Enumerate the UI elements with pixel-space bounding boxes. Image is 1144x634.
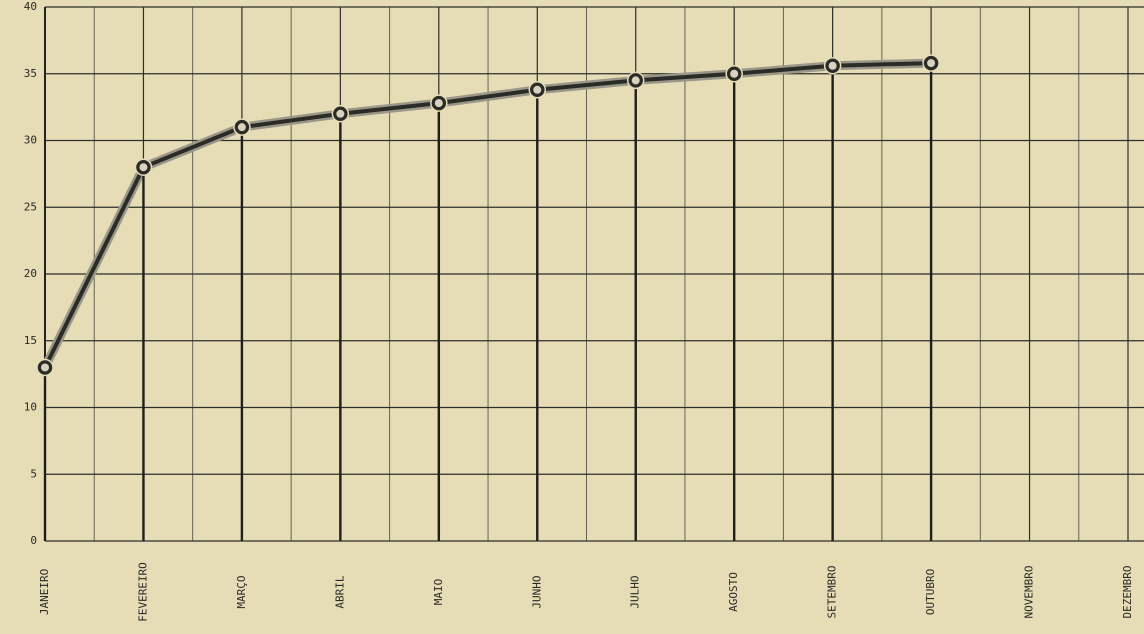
x-tick-label: SETEMBRO bbox=[826, 566, 839, 619]
y-tick-label: 30 bbox=[24, 134, 37, 147]
y-tick-label: 25 bbox=[24, 200, 37, 213]
x-tick-label: JANEIRO bbox=[38, 569, 51, 615]
x-tick-label: JULHO bbox=[629, 575, 642, 608]
line bbox=[43, 61, 932, 369]
point-inner bbox=[927, 59, 936, 68]
marks bbox=[36, 54, 940, 541]
grid: 0 5 10 15 20 25 30 35 40 JANEIRO FEVEREIRO MARÇO ABR… bbox=[24, 0, 1144, 622]
point-inner bbox=[139, 163, 148, 172]
point-inner bbox=[730, 69, 739, 78]
x-tick-label: ABRIL bbox=[333, 575, 346, 608]
point-inner bbox=[336, 109, 345, 118]
y-tick-label: 40 bbox=[24, 0, 37, 13]
x-tick-label: AGOSTO bbox=[727, 572, 740, 612]
point-inner bbox=[631, 76, 640, 85]
y-tick-label: 15 bbox=[24, 334, 37, 347]
y-tick-label: 0 bbox=[30, 534, 37, 547]
x-tick-label: JUNHO bbox=[530, 575, 543, 608]
x-tick-label: OUTUBRO bbox=[924, 569, 937, 615]
point-inner bbox=[237, 123, 246, 132]
y-tick-label: 35 bbox=[24, 67, 37, 80]
point-inner bbox=[533, 85, 542, 94]
y-tick-label: 10 bbox=[24, 401, 37, 414]
x-tick-label: MAIO bbox=[432, 579, 445, 606]
x-tick-label: DEZEMBRO bbox=[1121, 566, 1134, 619]
y-tick-label: 5 bbox=[30, 467, 37, 480]
point-inner bbox=[434, 99, 443, 108]
point-inner bbox=[41, 363, 49, 372]
x-tick-label: FEVEREIRO bbox=[136, 562, 149, 622]
point-inner bbox=[828, 61, 837, 70]
x-tick-label: NOVEMBRO bbox=[1023, 566, 1036, 619]
x-tick-label: MARÇO bbox=[235, 575, 248, 608]
y-tick-label: 20 bbox=[24, 267, 37, 280]
